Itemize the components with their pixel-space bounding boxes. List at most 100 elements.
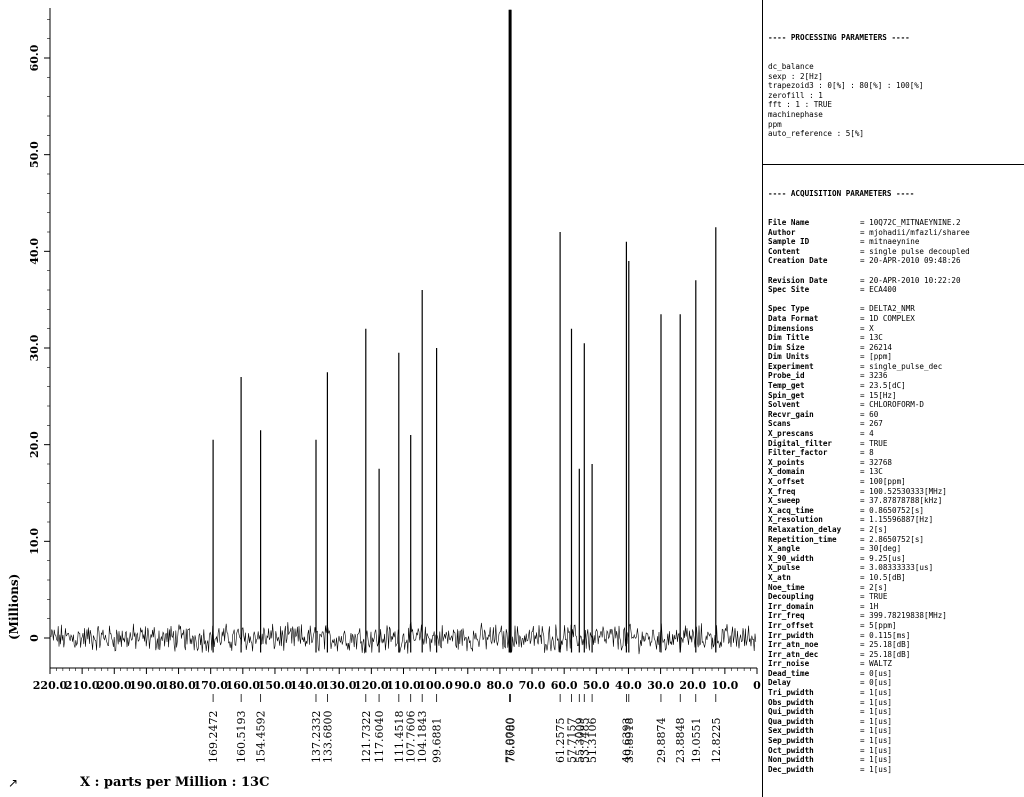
param-key — [768, 266, 860, 276]
param-value: = 8 — [860, 448, 874, 458]
x-tick-label: 140.0 — [290, 679, 325, 692]
peak-label: 23.8848 — [674, 718, 687, 764]
param-value: = 1[us] — [860, 764, 893, 774]
processing-line: ppm — [768, 119, 782, 129]
param-key: Irr_freq — [768, 611, 805, 621]
x-tick-label: 60.0 — [551, 679, 578, 692]
peak-label: 77.0000 — [504, 718, 517, 764]
param-key: Spec Site — [768, 285, 810, 295]
processing-line: zerofill : 1 — [768, 90, 823, 100]
param-key: Spin_get — [768, 390, 805, 400]
param-value: = X — [860, 323, 874, 333]
acquisition-row: Dead_time = 0[us] — [768, 669, 970, 679]
param-key: Irr_pwidth — [768, 630, 814, 640]
processing-line: fft : 1 : TRUE — [768, 100, 833, 110]
param-value: = 26214 — [860, 342, 893, 352]
param-key: Recvr_gain — [768, 409, 814, 419]
processing-line: trapezoid3 : 0[%] : 80[%] : 100[%] — [768, 81, 924, 91]
param-key: Dimensions — [768, 323, 814, 333]
param-key: Non_pwidth — [768, 755, 814, 765]
acquisition-row: Irr_atn_dec = 25.18[dB] — [768, 650, 970, 660]
acquisition-row: X_domain = 13C — [768, 467, 970, 477]
param-key: Irr_domain — [768, 601, 814, 611]
peak-label: 107.7606 — [405, 711, 418, 764]
param-value: = 3.08333333[us] — [860, 563, 934, 573]
param-key: Obs_pwidth — [768, 697, 814, 707]
param-key: Relaxation_delay — [768, 524, 842, 534]
acquisition-row: Dec_pwidth = 1[us] — [768, 765, 970, 775]
param-key: Dim Units — [768, 352, 810, 362]
param-value: = mjohadii/mfazli/sharee — [860, 227, 970, 237]
peak-label: 39.8918 — [623, 718, 636, 764]
param-key: Dim Title — [768, 333, 810, 343]
peak-label: 19.0551 — [690, 718, 703, 764]
acquisition-row — [768, 266, 970, 276]
acquisition-row: Spec Type = DELTA2_NMR — [768, 304, 970, 314]
x-tick-label: 90.0 — [454, 679, 481, 692]
acquisition-row: Creation Date = 20-APR-2010 09:48:26 — [768, 256, 970, 266]
x-tick-label: 10.0 — [711, 679, 738, 692]
acquisition-row: X_atn = 10.5[dB] — [768, 573, 970, 583]
acquisition-row: Filter_factor = 8 — [768, 448, 970, 458]
acquisition-row: Author = mjohadii/mfazli/sharee — [768, 228, 970, 238]
param-value: = 10Q72C_MITNAEYNINE.2 — [860, 217, 961, 227]
param-value: = 37.87878788[kHz] — [860, 496, 943, 506]
param-value: = 1[us] — [860, 688, 893, 698]
x-tick-label: 80.0 — [487, 679, 514, 692]
acquisition-row: Relaxation_delay = 2[s] — [768, 525, 970, 535]
x-tick-label: 180.0 — [161, 679, 196, 692]
x-tick-label: 210.0 — [65, 679, 100, 692]
param-value: = 2.8650752[s] — [860, 534, 925, 544]
y-tick-label: 50.0 — [28, 141, 41, 168]
panel-divider-vertical — [762, 0, 763, 797]
param-key: Digital_filter — [768, 438, 833, 448]
param-key: X_angle — [768, 544, 801, 554]
param-value: = 25.18[dB] — [860, 649, 911, 659]
x-tick-label: 0 — [753, 679, 761, 692]
param-key: X_acq_time — [768, 505, 814, 515]
y-tick-label: 40.0 — [28, 238, 41, 265]
param-key: Filter_factor — [768, 448, 828, 458]
y-tick-label: 10.0 — [28, 528, 41, 555]
y-tick-label: 60.0 — [28, 44, 41, 71]
param-value: = 5[ppm] — [860, 620, 897, 630]
param-key: Revision Date — [768, 275, 828, 285]
x-axis-ticks: 220.0210.0200.0190.0180.0170.0160.0150.0… — [33, 668, 761, 692]
param-key: Sep_pwidth — [768, 736, 814, 746]
acquisition-row: X_offset = 100[ppm] — [768, 477, 970, 487]
param-value: = 60 — [860, 409, 879, 419]
param-value: = 0[us] — [860, 668, 893, 678]
param-value: = 399.78219838[MHz] — [860, 611, 947, 621]
x-tick-label: 100.0 — [418, 679, 453, 692]
param-key: X_freq — [768, 486, 796, 496]
param-value: = 20-APR-2010 09:48:26 — [860, 256, 961, 266]
processing-line: auto_reference : 5[%] — [768, 129, 865, 139]
param-value: = 32768 — [860, 457, 893, 467]
acquisition-row: Recvr_gain = 60 — [768, 410, 970, 420]
peak-label: 104.1843 — [416, 711, 429, 764]
peak-label: 169.2472 — [207, 711, 220, 764]
panel-divider-horizontal — [762, 164, 1024, 165]
acquisition-row — [768, 295, 970, 305]
peak-label: 76.6780 — [505, 718, 518, 764]
peak-label: 137.2332 — [310, 711, 323, 764]
param-value: = 10.5[dB] — [860, 572, 906, 582]
acquisition-row: X_resolution = 1.15596887[Hz] — [768, 515, 970, 525]
nmr-spectrum-chart: 220.0210.0200.0190.0180.0170.0160.0150.0… — [7, 8, 761, 790]
param-key: Temp_get — [768, 381, 805, 391]
acquisition-row: Oct_pwidth = 1[us] — [768, 746, 970, 756]
acquisition-row: Tri_pwidth = 1[us] — [768, 688, 970, 698]
acquisition-header: ---- ACQUISITION PARAMETERS ---- — [768, 189, 915, 199]
param-key: X_resolution — [768, 515, 823, 525]
acquisition-row: Irr_atn_noe = 25.18[dB] — [768, 640, 970, 650]
param-key: Dec_pwidth — [768, 764, 814, 774]
acquisition-row: Decoupling = TRUE — [768, 592, 970, 602]
param-value: = ECA400 — [860, 285, 897, 295]
acquisition-row: Scans = 267 — [768, 419, 970, 429]
param-value: = 20-APR-2010 10:22:20 — [860, 275, 961, 285]
param-key: Tri_pwidth — [768, 688, 814, 698]
param-key: Delay — [768, 678, 791, 688]
acquisition-row: Content = single pulse decoupled — [768, 247, 970, 257]
param-value: = single pulse decoupled — [860, 246, 970, 256]
acquisition-row: X_pulse = 3.08333333[us] — [768, 563, 970, 573]
